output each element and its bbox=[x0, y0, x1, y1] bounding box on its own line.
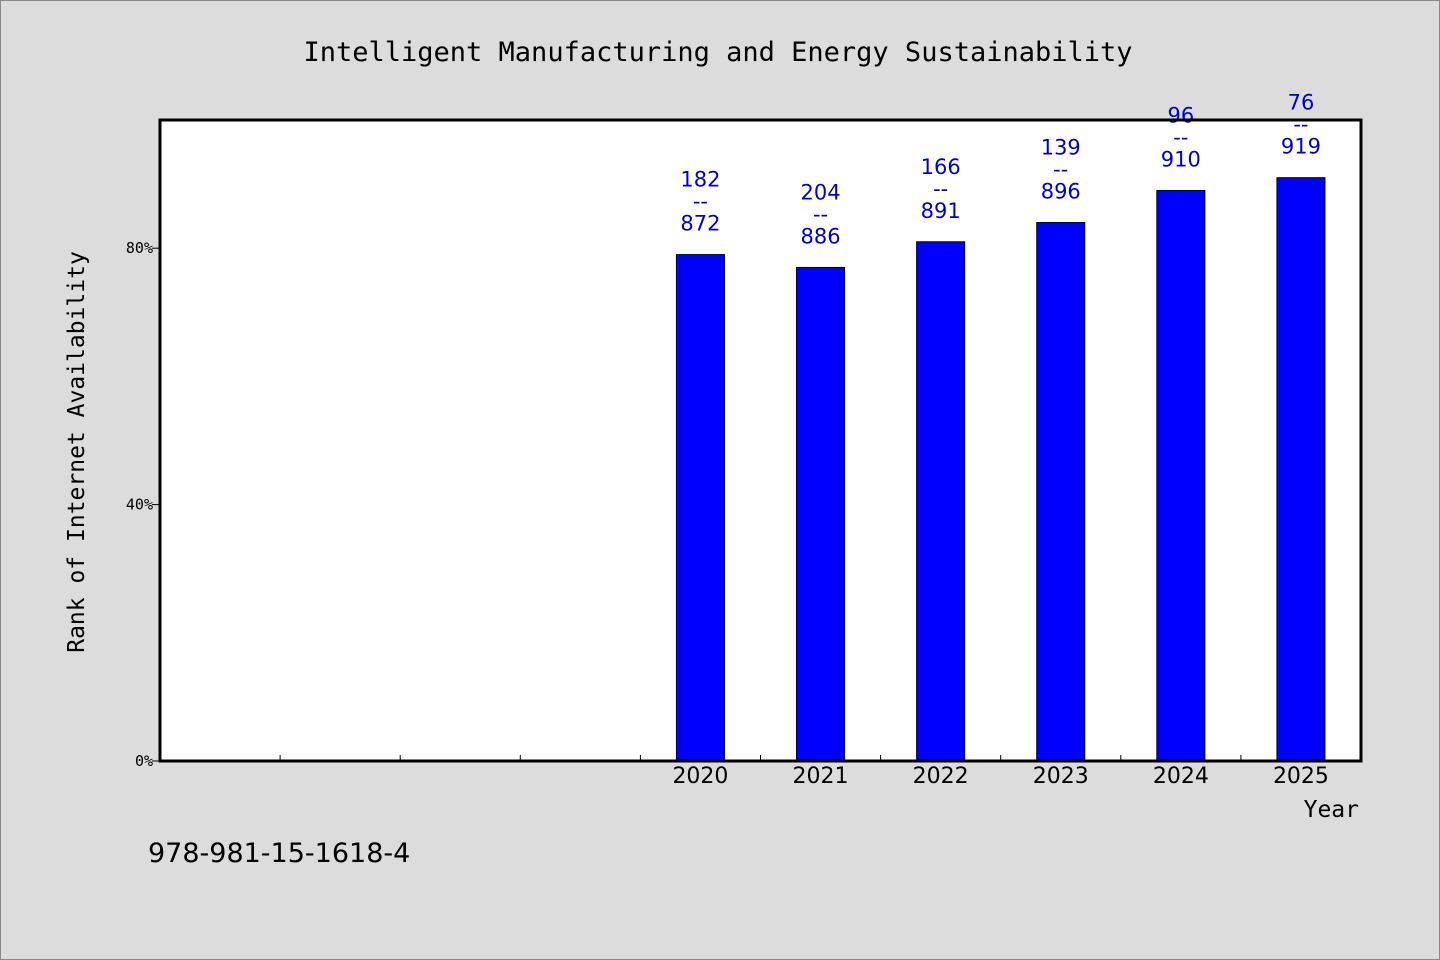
y-tick-label: 80% bbox=[126, 239, 153, 257]
data-label-separator: -- bbox=[1293, 113, 1308, 137]
data-label-bottom: 891 bbox=[921, 199, 961, 223]
x-axis-label: Year bbox=[1304, 797, 1359, 823]
chart-title: Intelligent Manufacturing and Energy Sus… bbox=[303, 37, 1132, 68]
bar bbox=[675, 254, 725, 762]
x-tick-label: 2020 bbox=[672, 764, 728, 789]
data-label-separator: -- bbox=[693, 190, 708, 214]
data-label-bottom: 886 bbox=[801, 224, 841, 248]
data-label-top: 139 bbox=[1041, 136, 1081, 160]
bar bbox=[796, 266, 846, 762]
x-tick-label: 2022 bbox=[913, 764, 969, 789]
isbn-label: 978-981-15-1618-4 bbox=[148, 838, 410, 869]
data-label-top: 96 bbox=[1167, 104, 1194, 128]
y-axis-label: Rank of Internet Availability bbox=[64, 251, 90, 653]
data-label-separator: -- bbox=[1173, 126, 1188, 150]
y-tick-label: 0% bbox=[135, 752, 153, 770]
data-label-top: 204 bbox=[801, 180, 841, 204]
bar bbox=[916, 241, 966, 762]
data-label-bottom: 872 bbox=[680, 212, 720, 236]
x-tick-label: 2024 bbox=[1153, 764, 1209, 789]
data-label-top: 76 bbox=[1288, 91, 1315, 115]
bar-series bbox=[675, 177, 1326, 762]
bar bbox=[1156, 190, 1206, 762]
y-axis-ticks: 0% 40% 80% bbox=[126, 239, 160, 770]
data-label-separator: -- bbox=[1053, 158, 1068, 182]
data-label-bottom: 919 bbox=[1281, 135, 1321, 159]
x-tick-label: 2025 bbox=[1273, 764, 1329, 789]
y-tick-label: 40% bbox=[126, 496, 153, 514]
data-label-top: 166 bbox=[921, 155, 961, 179]
data-label-bottom: 910 bbox=[1161, 148, 1201, 172]
x-tick-label: 2023 bbox=[1033, 764, 1089, 789]
data-label-bottom: 896 bbox=[1041, 180, 1081, 204]
plot-border bbox=[158, 118, 1363, 763]
data-label-top: 182 bbox=[680, 168, 720, 192]
x-tick-label: 2021 bbox=[793, 764, 849, 789]
data-label-separator: -- bbox=[933, 177, 948, 201]
bar bbox=[1276, 177, 1326, 762]
data-label-separator: -- bbox=[813, 202, 828, 226]
bar bbox=[1036, 222, 1086, 762]
x-axis-ticks: 2020 2021 2022 2023 2024 2025 bbox=[279, 755, 1329, 789]
